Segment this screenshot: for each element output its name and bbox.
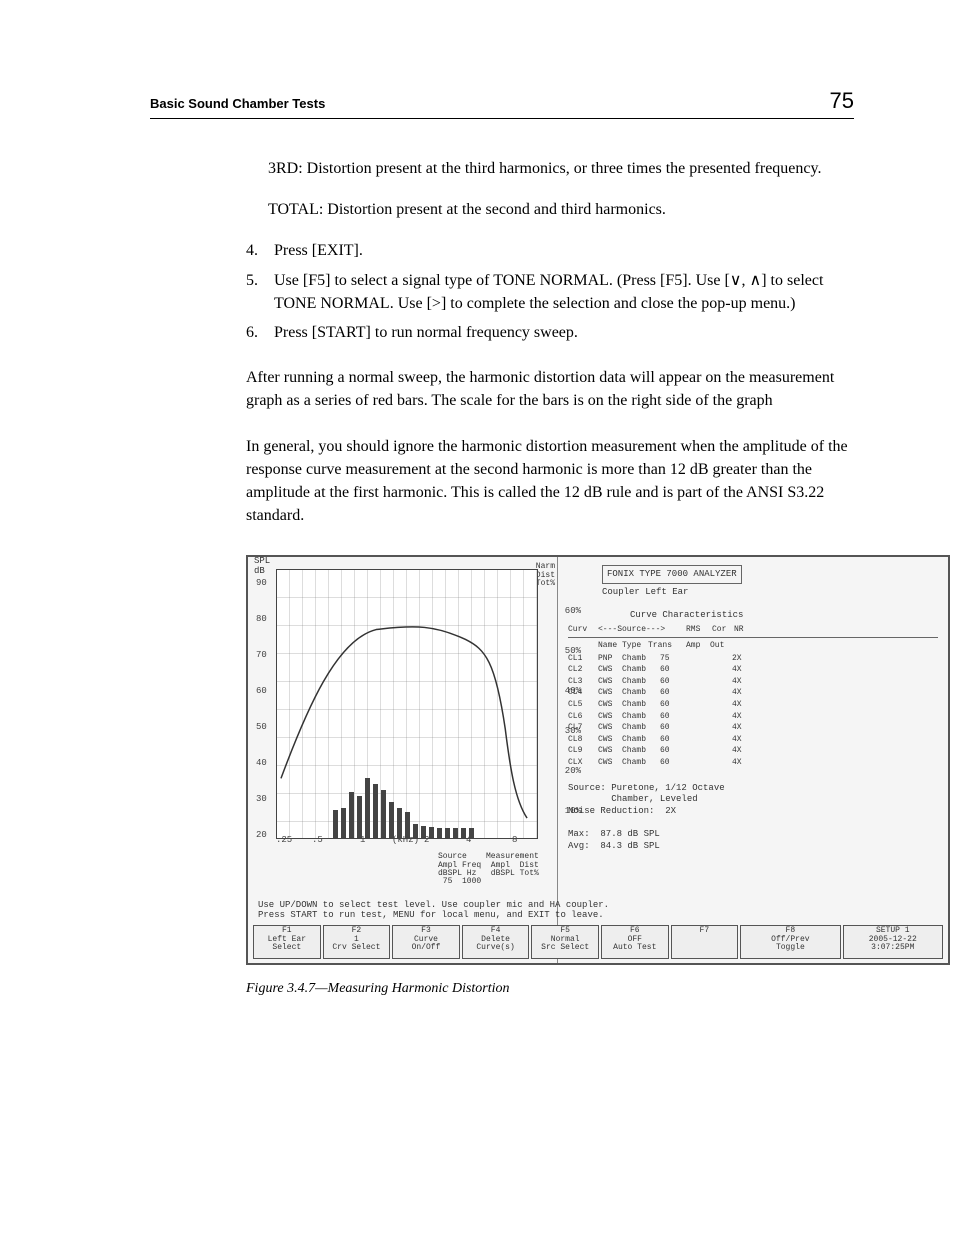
header-title: Basic Sound Chamber Tests — [150, 96, 325, 111]
x-tick: .25 — [276, 834, 292, 847]
step-num: 5. — [246, 269, 274, 315]
steps-list: 4.Press [EXIT]. 5.Use [F5] to select a s… — [246, 239, 854, 344]
figure-caption: Figure 3.4.7—Measuring Harmonic Distorti… — [246, 979, 854, 999]
x-tick: 2 — [424, 834, 429, 847]
char-row: CL2CWSChamb604X — [568, 664, 938, 676]
char-table: CL1PNPChamb752XCL2CWSChamb604XCL3CWSCham… — [568, 653, 938, 769]
distortion-bar — [341, 808, 346, 838]
char-row: CL1PNPChamb752X — [568, 653, 938, 665]
y-tick: 30 — [256, 793, 267, 806]
para-sweep: After running a normal sweep, the harmon… — [246, 366, 854, 412]
distortion-bars — [277, 570, 537, 838]
char-row: CLXCWSChamb604X — [568, 757, 938, 769]
y-axis-unit: SPLdB — [254, 557, 270, 577]
y-tick: 20 — [256, 829, 267, 842]
y-tick: 80 — [256, 613, 267, 626]
distortion-bar — [349, 792, 354, 838]
analyzer-screenshot: SPLdB Narm Dist Tot% 9080706050403020 .2… — [246, 555, 950, 965]
fkey-2[interactable]: F2 1 Crv Select — [323, 925, 391, 959]
x-tick: 4 — [466, 834, 471, 847]
page-header: Basic Sound Chamber Tests 75 — [150, 88, 854, 119]
fkey-8[interactable]: F8 Off/Prev Toggle — [740, 925, 840, 959]
distortion-bar — [437, 828, 442, 838]
distortion-bar — [333, 810, 338, 838]
char-header: Curv <---Source---> RMS Cor NR — [568, 624, 938, 638]
step-num: 6. — [246, 321, 274, 344]
coupler-line: Coupler Left Ear — [602, 586, 938, 599]
chart-box — [276, 569, 538, 839]
distortion-bar — [445, 828, 450, 838]
step-6: Press [START] to run normal frequency sw… — [274, 321, 854, 344]
distortion-bar — [453, 828, 458, 838]
step-4: Press [EXIT]. — [274, 239, 854, 262]
y-tick: 50 — [256, 721, 267, 734]
distortion-bar — [365, 778, 370, 838]
hint-text: Use UP/DOWN to select test level. Use co… — [258, 900, 609, 922]
distortion-bar — [357, 796, 362, 838]
x-tick: 8 — [512, 834, 517, 847]
fkey-5[interactable]: F5 Normal Src Select — [531, 925, 599, 959]
page-number: 75 — [830, 88, 854, 114]
char-row: CL7CWSChamb604X — [568, 722, 938, 734]
char-subheader: Name Type Trans Amp Out — [568, 640, 938, 653]
definition-3rd: 3RD: Distortion present at the third har… — [268, 157, 854, 180]
fkey-4[interactable]: F4 Delete Curve(s) — [462, 925, 530, 959]
fkey-1[interactable]: F1 Left Ear Select — [253, 925, 321, 959]
step-num: 4. — [246, 239, 274, 262]
x-tick: .5 — [312, 834, 323, 847]
char-row: CL8CWSChamb604X — [568, 734, 938, 746]
distortion-bar — [429, 827, 434, 838]
x-tick: 1 — [360, 834, 365, 847]
char-row: CL3CWSChamb604X — [568, 676, 938, 688]
char-row: CL9CWSChamb604X — [568, 745, 938, 757]
x-tick: (kHz) — [392, 834, 419, 847]
distortion-bar — [373, 784, 378, 838]
distortion-bar — [389, 802, 394, 838]
source-measurement-table: Source Measurement Ampl Freq Ampl Dist d… — [438, 853, 539, 887]
char-row: CL5CWSChamb604X — [568, 699, 938, 711]
info-panel: FONIX TYPE 7000 ANALYZER Coupler Left Ea… — [558, 557, 948, 963]
distortion-bar — [381, 790, 386, 838]
info-block: Source: Puretone, 1/12 Octave Chamber, L… — [568, 783, 938, 853]
definition-total: TOTAL: Distortion present at the second … — [268, 198, 854, 221]
step-5: Use [F5] to select a signal type of TONE… — [274, 269, 854, 315]
fkey-row: F1 Left Ear SelectF2 1 Crv SelectF3 Curv… — [252, 925, 944, 959]
fkey-7[interactable]: F7 — [671, 925, 739, 959]
y-tick: 90 — [256, 577, 267, 590]
para-12db: In general, you should ignore the harmon… — [246, 435, 854, 528]
fkey-3[interactable]: F3 Curve On/Off — [392, 925, 460, 959]
y-tick: 60 — [256, 685, 267, 698]
char-row: CL4CWSChamb604X — [568, 687, 938, 699]
y-tick: 40 — [256, 757, 267, 770]
char-row: CL6CWSChamb604X — [568, 711, 938, 723]
y-tick: 70 — [256, 649, 267, 662]
curve-characteristics-title: Curve Characteristics — [630, 609, 938, 622]
fkey-6[interactable]: F6 OFF Auto Test — [601, 925, 669, 959]
fkey-9[interactable]: SETUP 1 2005-12-22 3:07:25PM — [843, 925, 943, 959]
analyzer-title: FONIX TYPE 7000 ANALYZER — [602, 565, 742, 584]
